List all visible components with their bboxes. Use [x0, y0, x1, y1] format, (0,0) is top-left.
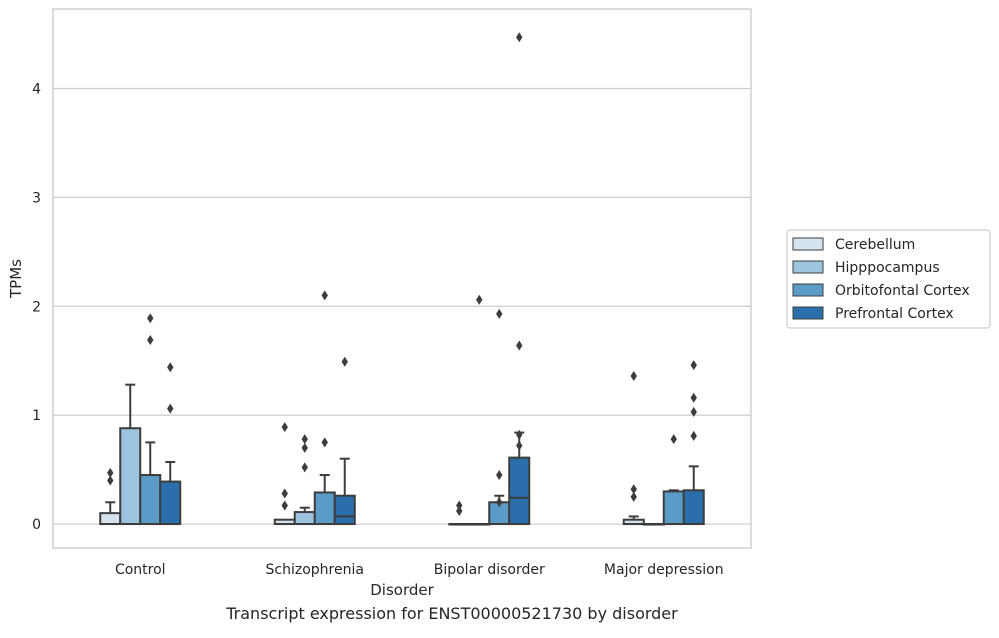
outlier-point: [301, 434, 308, 445]
outlier-point: [281, 500, 288, 511]
figure-caption: Transcript expression for ENST0000052173…: [226, 604, 678, 623]
outlier-point: [321, 437, 328, 448]
outlier-point: [516, 440, 523, 451]
box-orbitofontal-cortex: [139, 474, 162, 526]
outlier-point: [147, 313, 154, 324]
outlier-point: [630, 484, 637, 495]
outlier-point: [496, 470, 503, 481]
legend-label: Prefrontal Cortex: [835, 306, 954, 322]
outlier-point: [281, 488, 288, 499]
outlier-point: [516, 429, 523, 440]
outlier-point: [281, 422, 288, 433]
outlier-point: [690, 360, 697, 371]
y-tick-label: 1: [32, 408, 41, 424]
box-prefrontal-cortex: [159, 480, 182, 526]
outlier-point: [496, 308, 503, 319]
box-prefrontal-cortex: [333, 494, 356, 526]
box-hipppocampus: [119, 427, 142, 526]
x-tick-label: Major depression: [604, 562, 724, 578]
outlier-point: [456, 500, 463, 511]
box-orbitofontal-cortex: [313, 491, 336, 526]
outlier-point: [341, 356, 348, 367]
outlier-point: [456, 505, 463, 516]
x-tick-label: Bipolar disorder: [434, 562, 545, 578]
legend-label: Hipppocampus: [835, 260, 940, 276]
y-axis-label: TPMs: [7, 259, 25, 299]
legend-frame: [786, 229, 991, 329]
outlier-point: [690, 430, 697, 441]
outlier-point: [107, 467, 114, 478]
outlier-point: [476, 294, 483, 305]
outlier-point: [516, 340, 523, 351]
outlier-point: [630, 370, 637, 381]
outlier-point: [630, 491, 637, 502]
legend-label: Orbitofontal Cortex: [835, 283, 970, 299]
outlier-point: [496, 497, 503, 508]
legend-swatch: [792, 237, 824, 251]
outlier-point: [301, 462, 308, 473]
outlier-point: [107, 475, 114, 486]
outlier-point: [516, 32, 523, 43]
box-cerebellum: [99, 512, 122, 526]
outlier-point: [690, 406, 697, 417]
box-hipppocampus: [293, 511, 316, 526]
box-prefrontal-cortex: [682, 489, 705, 526]
y-tick-label: 2: [32, 299, 41, 315]
x-axis-label: Disorder: [370, 581, 434, 599]
box-prefrontal-cortex: [508, 456, 531, 526]
outlier-point: [321, 290, 328, 301]
x-tick-label: Control: [115, 562, 166, 578]
legend-swatch: [792, 260, 824, 274]
x-tick-label: Schizophrenia: [266, 562, 364, 578]
outlier-point: [167, 362, 174, 373]
outlier-point: [690, 392, 697, 403]
plot-frame: [52, 8, 752, 549]
outlier-point: [147, 335, 154, 346]
outlier-point: [301, 442, 308, 453]
legend-swatch: [792, 283, 824, 297]
legend-swatch: [792, 306, 824, 320]
box-orbitofontal-cortex: [662, 490, 685, 526]
y-tick-label: 0: [32, 517, 41, 533]
outlier-point: [167, 403, 174, 414]
legend-label: Cerebellum: [835, 237, 915, 253]
y-tick-label: 3: [32, 190, 41, 206]
outlier-point: [670, 434, 677, 445]
y-tick-label: 4: [32, 81, 41, 97]
